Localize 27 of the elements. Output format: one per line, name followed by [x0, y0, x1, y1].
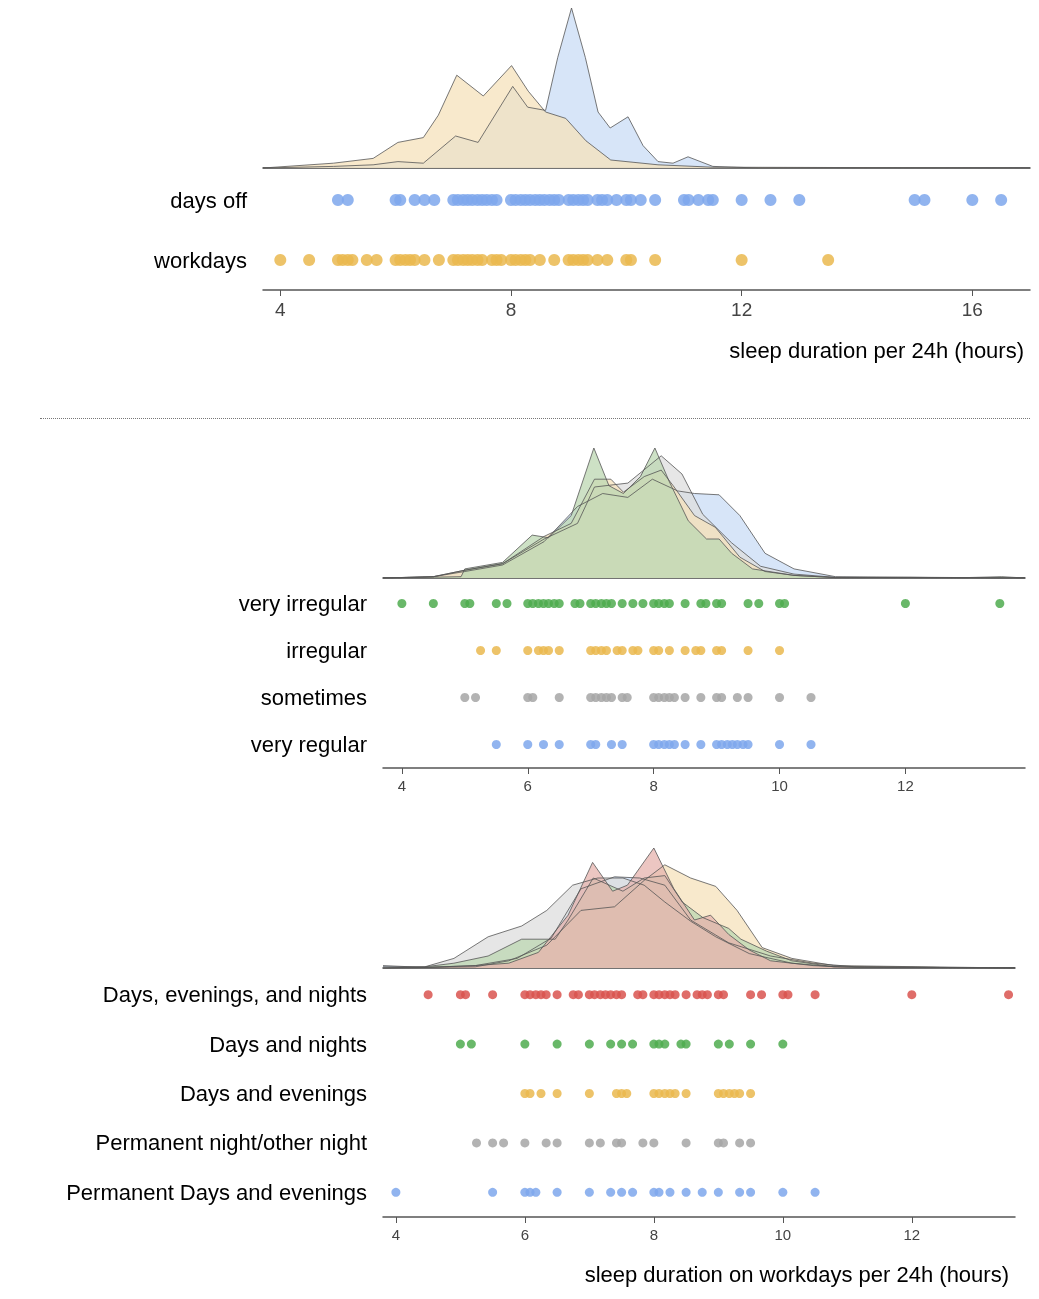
y-tick-label: very regular [250, 732, 367, 757]
x-tick-label: 8 [649, 1226, 659, 1243]
x-tick-label: 12 [897, 777, 914, 794]
y-tick-label: Permanent night/other night [95, 1130, 367, 1156]
y-tick-label: workdays [153, 247, 247, 273]
y-tick-label: Days, evenings, and nights [102, 982, 367, 1008]
x-axis-title: sleep duration on workdays per 24h (hours) [584, 1261, 1009, 1287]
x-tick-label: 10 [774, 1226, 792, 1243]
x-tick-label: 4 [397, 777, 407, 794]
x-tick-label: 6 [523, 777, 532, 794]
x-tick-label: 12 [731, 299, 753, 320]
x-axis-title: sleep duration per 24h (hours) [729, 337, 1024, 363]
x-tick-label: 8 [505, 299, 517, 320]
y-tick-label: Permanent Days and evenings [66, 1179, 367, 1205]
y-tick-label: very irregular [238, 591, 367, 616]
y-tick-label: days off [170, 187, 248, 213]
x-tick-label: 6 [520, 1226, 530, 1243]
y-tick-label: Days and nights [209, 1031, 367, 1057]
x-tick-label: 16 [961, 299, 983, 320]
x-tick-label: 4 [275, 299, 287, 320]
y-tick-label: sometimes [260, 685, 367, 710]
y-tick-label: irregular [286, 638, 367, 663]
x-tick-label: 8 [649, 777, 658, 794]
y-tick-label: Days and evenings [179, 1081, 367, 1106]
x-tick-label: 4 [391, 1226, 401, 1243]
x-tick-label: 12 [903, 1226, 921, 1243]
x-tick-label: 10 [771, 777, 788, 794]
